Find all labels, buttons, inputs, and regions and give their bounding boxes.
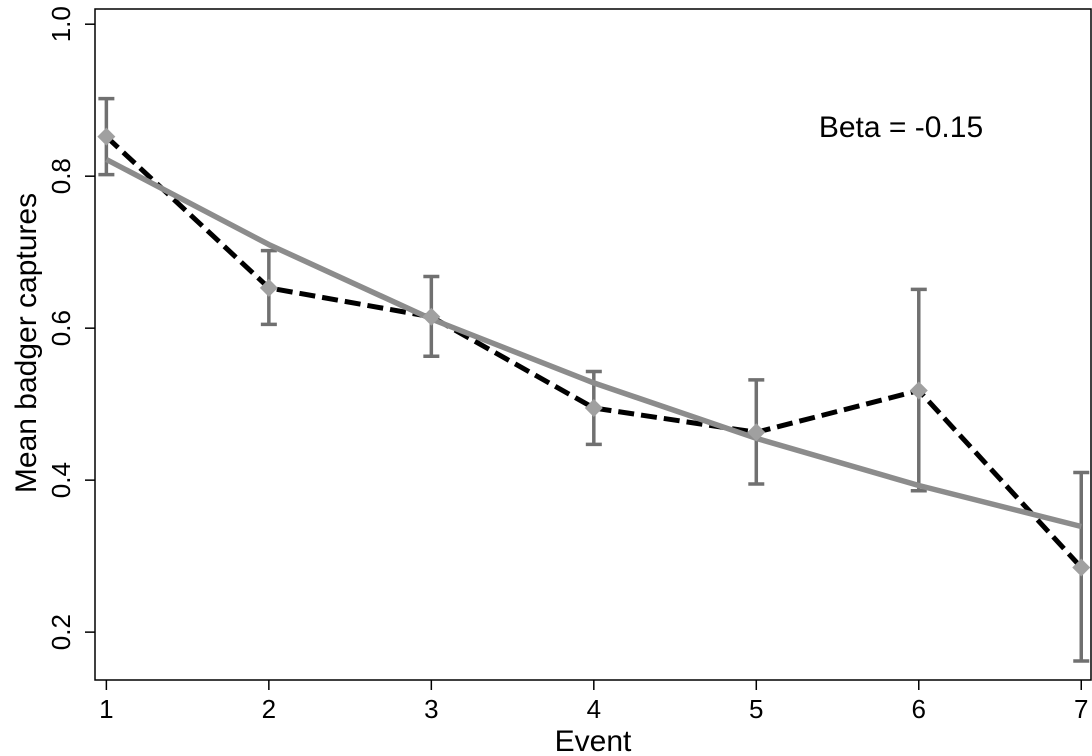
plot-frame [94, 8, 1092, 681]
y-tick-label-2: 0.6 [46, 310, 76, 346]
x-tick-label-4: 4 [587, 694, 601, 724]
y-tick-label-4: 1.0 [46, 6, 76, 42]
x-tick-label-7: 7 [1074, 694, 1088, 724]
data-point-event-1 [97, 127, 116, 146]
data-point-event-4 [584, 398, 603, 417]
x-tick-label-2: 2 [262, 694, 276, 724]
y-axis: 0.2 0.4 0.6 0.8 1.0 [46, 6, 95, 650]
x-tick-label-5: 5 [749, 694, 763, 724]
fitted-trend-line [105, 157, 1082, 530]
data-point-event-3 [422, 307, 441, 326]
error-bars [98, 96, 1090, 663]
y-axis-title: Mean badger captures [10, 193, 43, 493]
y-tick-label-3: 0.8 [46, 158, 76, 194]
x-tick-label-6: 6 [912, 694, 926, 724]
series-lines [104, 134, 1084, 570]
x-tick-label-1: 1 [99, 694, 113, 724]
y-tick-label-0: 0.2 [46, 614, 76, 650]
beta-annotation: Beta = -0.15 [819, 111, 983, 144]
data-point-event-7 [1072, 558, 1091, 577]
x-axis: 1 2 3 4 5 6 7 [99, 680, 1088, 724]
data-point-event-5 [747, 423, 766, 442]
data-point-event-2 [259, 278, 278, 297]
data-point-event-6 [909, 381, 928, 400]
observed-means-line [104, 134, 1084, 570]
x-axis-title: Event [555, 725, 632, 756]
x-tick-label-3: 3 [424, 694, 438, 724]
series-markers [97, 127, 1091, 577]
y-tick-label-1: 0.4 [46, 462, 76, 498]
